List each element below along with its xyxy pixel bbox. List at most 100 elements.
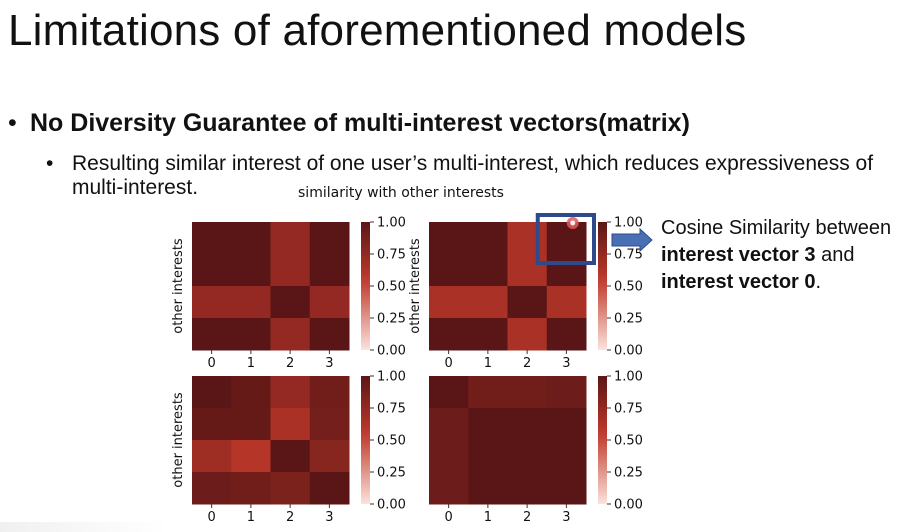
colorbar-tick-label: 0.50 (614, 280, 643, 295)
heatmap-cell (507, 408, 548, 441)
heatmap-cell (429, 222, 469, 255)
heatmap-cell (468, 440, 508, 473)
x-tick-label: 0 (444, 510, 452, 525)
colorbar (598, 376, 607, 504)
heatmap-cell (309, 254, 350, 287)
colorbar-tick-label: 1.00 (377, 370, 406, 385)
heatmap-cell (507, 376, 548, 409)
callout-part: . (815, 271, 822, 293)
heatmap-cell (270, 440, 311, 473)
colorbar-tick-label: 0.50 (377, 434, 406, 449)
heatmap-cell (231, 286, 271, 319)
bullet-main-text: No Diversity Guarantee of multi-interest… (30, 109, 690, 137)
heatmap-cell (192, 440, 232, 473)
heatmap-cell (192, 222, 232, 255)
heatmap-cell (429, 408, 469, 441)
colorbar-tick-label: 0.75 (377, 248, 406, 263)
figure-title: similarity with other interests (298, 185, 504, 201)
heatmap-cell (507, 440, 548, 473)
heatmap-cell (546, 222, 587, 255)
colorbar-tick-label: 0.50 (614, 434, 643, 449)
x-tick-label: 1 (247, 510, 255, 525)
heatmap-cell (468, 376, 508, 409)
y-axis-label: other interests (171, 238, 186, 334)
heatmap-panel (192, 376, 350, 505)
heatmap-panel (429, 376, 587, 505)
colorbar-tick-label: 0.25 (614, 466, 643, 481)
colorbar-tick-label: 0.00 (377, 498, 406, 513)
colorbar-tick-label: 1.00 (614, 370, 643, 385)
heatmap-cell (546, 472, 587, 505)
bullet-main: • No Diversity Guarantee of multi-interes… (8, 109, 690, 138)
colorbar-tick-label: 0.75 (614, 248, 643, 263)
heatmap-cell (546, 286, 587, 319)
heatmap-cell (192, 286, 232, 319)
heatmap-cell (468, 222, 508, 255)
heatmap-cell (507, 318, 548, 351)
heatmap-cell (309, 318, 350, 351)
callout-arrow (611, 227, 653, 253)
colorbar-tick-label: 0.00 (377, 344, 406, 359)
heatmap-cell (231, 222, 271, 255)
bullet-sub: • Resulting similar interest of one user… (46, 152, 916, 200)
heatmap-cell (309, 222, 350, 255)
x-tick-label: 2 (286, 356, 294, 371)
x-tick-label: 0 (444, 356, 452, 371)
bullet-marker: • (8, 109, 17, 137)
heatmap-cell (231, 376, 271, 409)
x-tick-label: 1 (484, 510, 492, 525)
heatmap-cell (507, 472, 548, 505)
colorbar-tick-label: 0.75 (377, 402, 406, 417)
x-tick-label: 3 (562, 356, 570, 371)
heatmap-cell (429, 440, 469, 473)
bullet-sub-marker: • (46, 152, 54, 175)
heatmap-cell (270, 472, 311, 505)
heatmap-cell (546, 318, 587, 351)
heatmap-cell (270, 286, 311, 319)
heatmap-cell (429, 318, 469, 351)
x-tick-label: 0 (207, 356, 215, 371)
edge-shadow (0, 522, 170, 532)
colorbar-tick-label: 1.00 (614, 216, 643, 231)
colorbar-tick-label: 0.25 (614, 312, 643, 327)
heatmap-cell (309, 472, 350, 505)
heatmap-cell (192, 318, 232, 351)
heatmap-cell (507, 254, 548, 287)
colorbar-tick-label: 0.50 (377, 280, 406, 295)
slide-title: Limitations of aforementioned models (8, 6, 747, 55)
heatmap-cell (468, 254, 508, 287)
x-tick-label: 3 (325, 510, 333, 525)
y-axis-label: other interests (408, 238, 423, 334)
callout-text: Cosine Similarity between interest vecto… (661, 215, 891, 296)
colorbar (598, 222, 607, 350)
heatmap-cell (270, 222, 311, 255)
heatmap-cell (546, 440, 587, 473)
heatmap-cell (546, 408, 587, 441)
colorbar-tick-label: 0.25 (377, 312, 406, 327)
heatmap-cell (192, 254, 232, 287)
x-tick-label: 1 (484, 356, 492, 371)
heatmap-cell (429, 286, 469, 319)
colorbar (361, 222, 370, 350)
heatmap-cell (309, 376, 350, 409)
pointer-dot-center (570, 220, 576, 226)
heatmap-cell (507, 222, 548, 255)
heatmap-panel (429, 222, 587, 351)
heatmap-cell (429, 376, 469, 409)
heatmap-cell (231, 318, 271, 351)
heatmap-cell (192, 408, 232, 441)
heatmap-cell (231, 440, 271, 473)
x-tick-label: 2 (523, 356, 531, 371)
heatmap-cell (231, 254, 271, 287)
heatmap-cell (192, 472, 232, 505)
callout-bold: interest vector 0 (661, 271, 816, 293)
callout-bold: interest vector 3 (661, 244, 816, 266)
heatmap-cell (507, 286, 548, 319)
x-tick-label: 2 (286, 510, 294, 525)
heatmap-cell (270, 318, 311, 351)
colorbar-tick-label: 0.00 (614, 344, 643, 359)
x-tick-label: 3 (325, 356, 333, 371)
heatmap-cell (546, 376, 587, 409)
x-tick-label: 3 (562, 510, 570, 525)
heatmap-cell (429, 254, 469, 287)
